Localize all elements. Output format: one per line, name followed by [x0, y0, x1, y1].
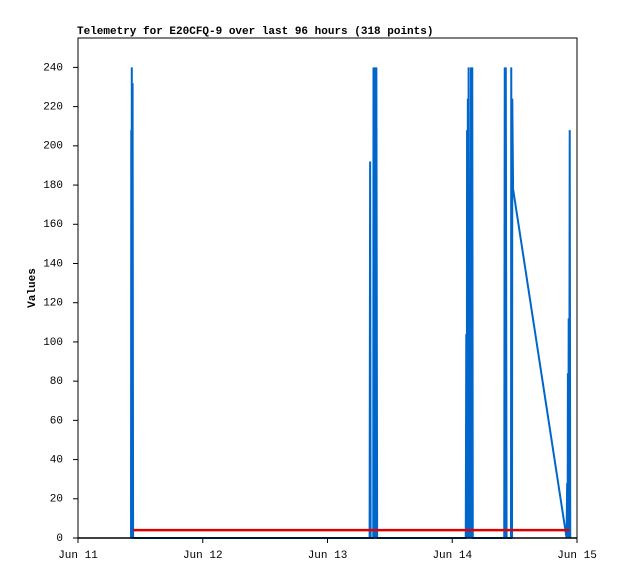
x-tick-label: Jun 12	[183, 550, 223, 562]
y-tick-label: 160	[43, 219, 63, 231]
y-tick-label: 80	[50, 376, 63, 388]
y-tick-label: 180	[43, 180, 63, 192]
y-tick-label: 240	[43, 62, 63, 74]
plot-frame	[77, 37, 578, 539]
y-tick-label: 200	[43, 141, 63, 153]
x-tick-label: Jun 14	[432, 550, 472, 562]
x-tick-label: Jun 11	[58, 550, 98, 562]
x-tick-label: Jun 15	[557, 550, 597, 562]
y-tick-label: 120	[43, 298, 63, 310]
y-tick-label: 40	[50, 454, 63, 466]
y-tick-label: 60	[50, 415, 63, 427]
y-axis-label: Values	[27, 268, 39, 308]
chart-title: Telemetry for E20CFQ-9 over last 96 hour…	[77, 26, 433, 38]
y-tick-label: 20	[50, 494, 63, 506]
x-tick-label: Jun 13	[308, 550, 348, 562]
y-tick-label: 220	[43, 102, 63, 114]
y-tick-label: 100	[43, 337, 63, 349]
y-tick-label: 0	[56, 533, 63, 545]
y-tick-label: 140	[43, 258, 63, 270]
